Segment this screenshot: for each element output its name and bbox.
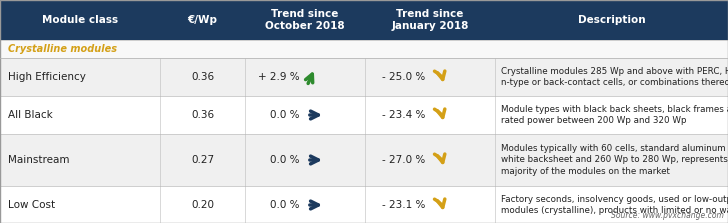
Text: All Black: All Black xyxy=(8,110,52,120)
Text: Modules typically with 60 cells, standard aluminum frame,
white backsheet and 26: Modules typically with 60 cells, standar… xyxy=(501,144,728,176)
Text: Mainstream: Mainstream xyxy=(8,155,69,165)
Text: 0.20: 0.20 xyxy=(191,200,214,210)
Text: 0.36: 0.36 xyxy=(191,110,214,120)
Text: €/Wp: €/Wp xyxy=(188,15,218,25)
Text: + 2.9 %: + 2.9 % xyxy=(258,72,300,82)
Bar xyxy=(0,40,728,58)
Bar xyxy=(0,96,728,134)
Text: Module class: Module class xyxy=(42,15,118,25)
Text: - 23.1 %: - 23.1 % xyxy=(381,200,425,210)
Text: Crystalline modules: Crystalline modules xyxy=(8,44,117,54)
Text: - 23.4 %: - 23.4 % xyxy=(381,110,425,120)
Text: High Efficiency: High Efficiency xyxy=(8,72,86,82)
Text: 0.0 %: 0.0 % xyxy=(271,155,300,165)
Text: 0.36: 0.36 xyxy=(191,72,214,82)
Text: Factory seconds, insolvency goods, used or low-output
modules (crystalline), pro: Factory seconds, insolvency goods, used … xyxy=(501,195,728,215)
Text: Crystalline modules 285 Wp and above with PERC, HIT,
n-type or back-contact cell: Crystalline modules 285 Wp and above wit… xyxy=(501,67,728,87)
Text: Low Cost: Low Cost xyxy=(8,200,55,210)
Text: Module types with black back sheets, black frames and a
rated power between 200 : Module types with black back sheets, bla… xyxy=(501,105,728,125)
Bar xyxy=(0,186,728,223)
Bar xyxy=(0,134,728,186)
Text: 0.0 %: 0.0 % xyxy=(271,110,300,120)
Text: 0.27: 0.27 xyxy=(191,155,214,165)
Text: Trend since
January 2018: Trend since January 2018 xyxy=(392,9,469,31)
Text: - 25.0 %: - 25.0 % xyxy=(381,72,425,82)
Text: Source: www.pvxchange.com: Source: www.pvxchange.com xyxy=(611,211,724,220)
Bar xyxy=(0,0,728,40)
Text: Trend since
October 2018: Trend since October 2018 xyxy=(265,9,345,31)
Text: Description: Description xyxy=(578,15,645,25)
Bar xyxy=(0,58,728,96)
Text: - 27.0 %: - 27.0 % xyxy=(381,155,425,165)
Text: 0.0 %: 0.0 % xyxy=(271,200,300,210)
